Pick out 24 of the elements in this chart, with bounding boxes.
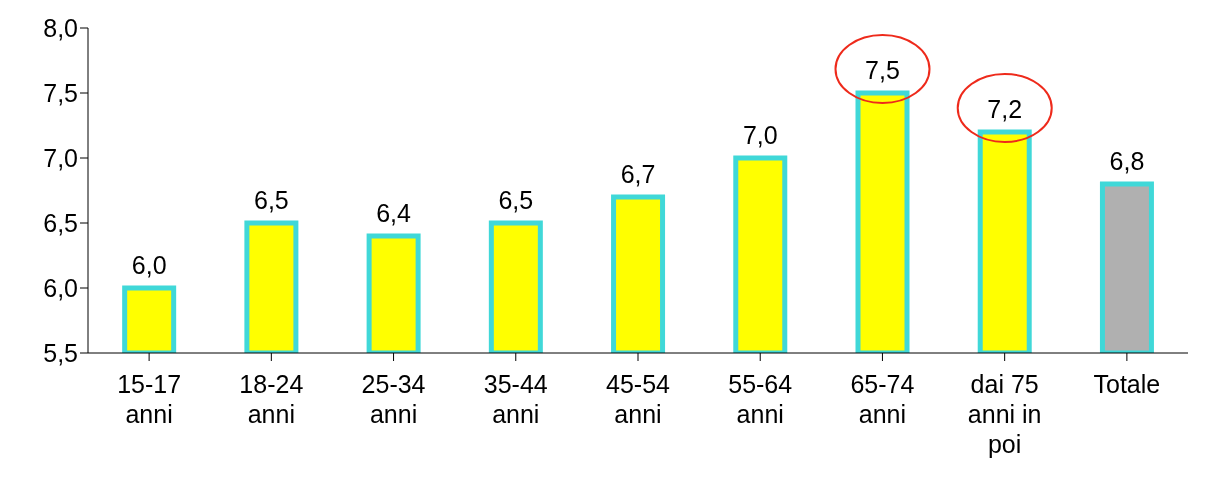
data-label: 7,0 xyxy=(742,121,778,149)
y-tick-label: 6,5 xyxy=(43,208,78,237)
data-label: 7,2 xyxy=(987,95,1023,123)
data-label: 6,5 xyxy=(254,186,289,214)
y-tick-label: 6,0 xyxy=(43,273,78,302)
x-tick-label: 35-44 anni xyxy=(483,370,548,428)
x-tick-label: 15-17 anni xyxy=(117,370,182,428)
y-tick-label: 8,0 xyxy=(43,13,78,42)
data-label: 7,5 xyxy=(865,56,900,84)
x-tick-label: 18-24 anni xyxy=(239,370,304,428)
x-tick-label: 55-64 anni xyxy=(728,370,793,428)
data-label: 6,4 xyxy=(376,199,412,227)
data-label: 6,8 xyxy=(1109,147,1145,175)
data-label: 6,7 xyxy=(620,160,656,188)
x-tick-label: dai 75 anni in poi xyxy=(967,370,1042,458)
x-tick-label: 45-54 anni xyxy=(606,370,671,428)
x-tick-label: Totale xyxy=(1093,370,1161,398)
x-tick-label: 65-74 anni xyxy=(850,370,915,428)
data-label: 6,5 xyxy=(498,186,534,214)
data-label: 6,0 xyxy=(131,251,167,279)
y-tick-label: 5,5 xyxy=(43,338,78,367)
y-tick-label: 7,5 xyxy=(43,78,78,107)
x-tick-label: 25-34 anni xyxy=(361,370,426,428)
y-tick-label: 7,0 xyxy=(43,143,78,172)
